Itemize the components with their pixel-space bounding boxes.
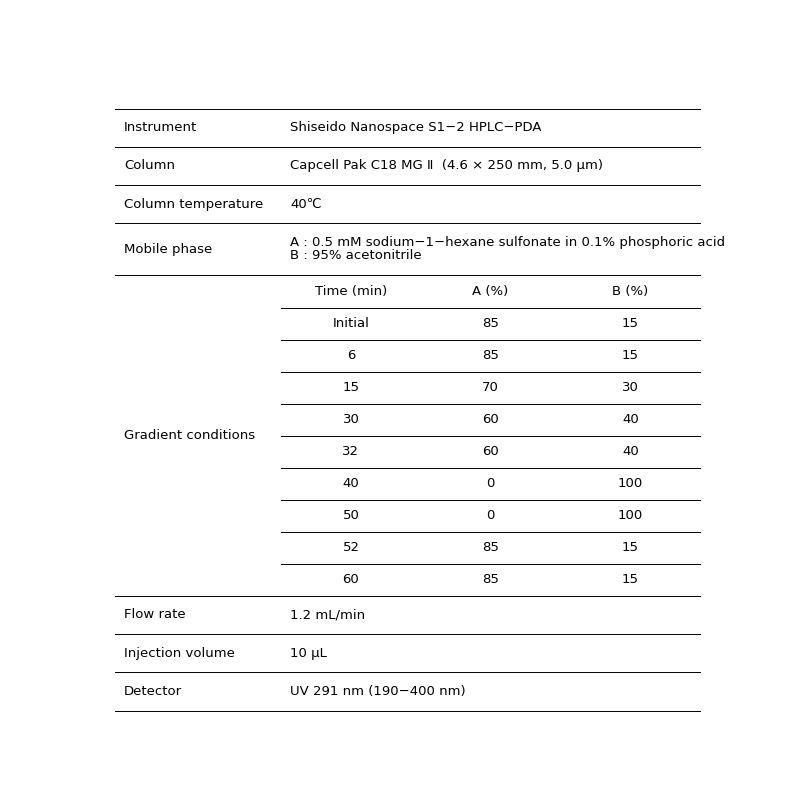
Text: Detector: Detector [124, 685, 182, 698]
Text: 32: 32 [343, 445, 359, 458]
Text: 30: 30 [622, 381, 638, 394]
Text: 15: 15 [622, 317, 638, 330]
Text: Column temperature: Column temperature [124, 198, 263, 211]
Text: A : 0.5 mM sodium−1−hexane sulfonate in 0.1% phosphoric acid: A : 0.5 mM sodium−1−hexane sulfonate in … [290, 236, 726, 249]
Text: 15: 15 [622, 541, 638, 555]
Text: B (%): B (%) [612, 285, 649, 298]
Text: B : 95% acetonitrile: B : 95% acetonitrile [290, 249, 422, 263]
Text: 40: 40 [343, 477, 359, 491]
Text: Column: Column [124, 160, 175, 173]
Text: 0: 0 [487, 509, 494, 522]
Text: 10 μL: 10 μL [290, 646, 328, 659]
Text: 85: 85 [483, 541, 499, 555]
Text: Shiseido Nanospace S1−2 HPLC−PDA: Shiseido Nanospace S1−2 HPLC−PDA [290, 121, 542, 134]
Text: 40: 40 [622, 413, 638, 426]
Text: 15: 15 [622, 349, 638, 362]
Text: Instrument: Instrument [124, 121, 197, 134]
Text: 60: 60 [343, 573, 359, 586]
Text: 1.2 mL/min: 1.2 mL/min [290, 608, 366, 621]
Text: 40: 40 [622, 445, 638, 458]
Text: 60: 60 [483, 445, 499, 458]
Text: Flow rate: Flow rate [124, 608, 186, 621]
Text: Capcell Pak C18 MG Ⅱ  (4.6 × 250 mm, 5.0 μm): Capcell Pak C18 MG Ⅱ (4.6 × 250 mm, 5.0 … [290, 160, 603, 173]
Text: 50: 50 [343, 509, 359, 522]
Text: 85: 85 [483, 573, 499, 586]
Text: UV 291 nm (190−400 nm): UV 291 nm (190−400 nm) [290, 685, 466, 698]
Text: Initial: Initial [332, 317, 370, 330]
Text: 0: 0 [487, 477, 494, 491]
Text: Gradient conditions: Gradient conditions [124, 429, 255, 442]
Text: 60: 60 [483, 413, 499, 426]
Text: 100: 100 [618, 477, 643, 491]
Text: 85: 85 [483, 317, 499, 330]
Text: 6: 6 [347, 349, 355, 362]
Text: 100: 100 [618, 509, 643, 522]
Text: 70: 70 [483, 381, 499, 394]
Text: Time (min): Time (min) [315, 285, 387, 298]
Text: Mobile phase: Mobile phase [124, 242, 212, 255]
Text: A (%): A (%) [472, 285, 509, 298]
Text: 30: 30 [343, 413, 359, 426]
Text: 15: 15 [622, 573, 638, 586]
Text: 15: 15 [343, 381, 359, 394]
Text: 52: 52 [343, 541, 359, 555]
Text: 85: 85 [483, 349, 499, 362]
Text: 40℃: 40℃ [290, 198, 322, 211]
Text: Injection volume: Injection volume [124, 646, 235, 659]
